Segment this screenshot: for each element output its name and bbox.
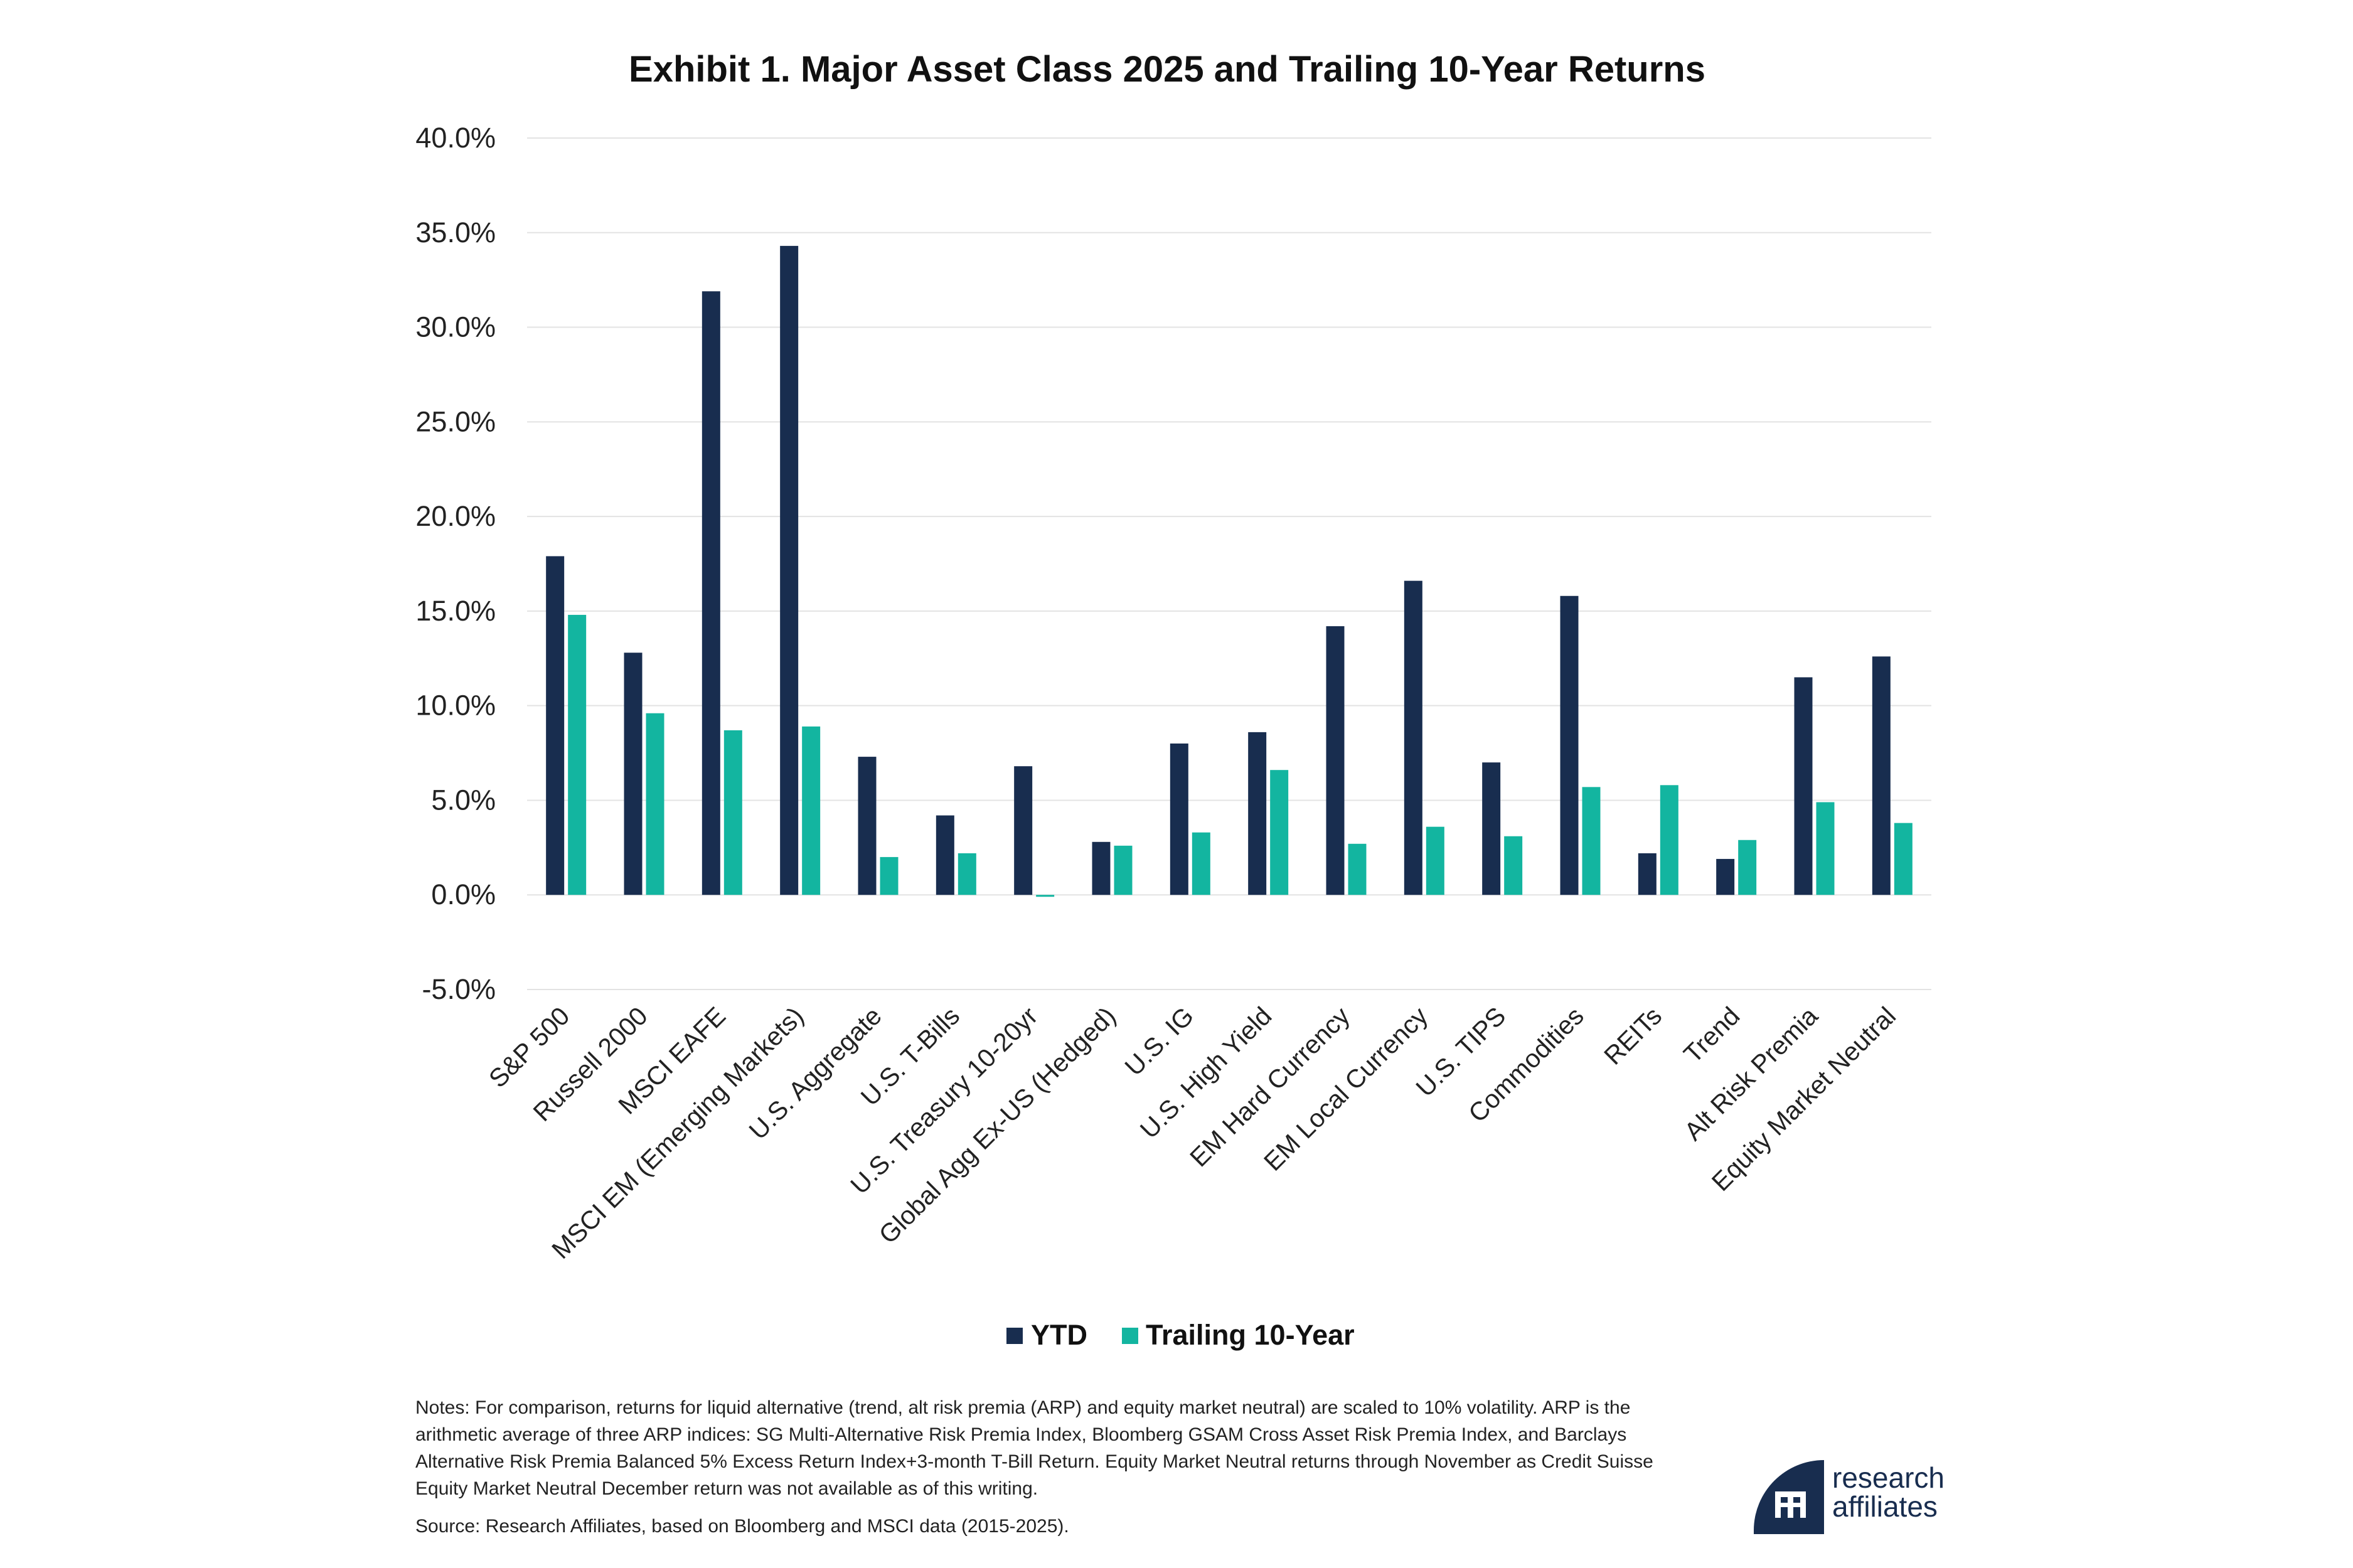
gridlines xyxy=(527,137,1931,990)
y-tick-label: 10.0% xyxy=(415,690,496,722)
x-category-label: Alt Risk Premia xyxy=(1678,1001,1823,1146)
bar-ytd xyxy=(1326,626,1345,895)
x-category-label: Trend xyxy=(1678,1001,1745,1069)
bar-ytd xyxy=(1170,743,1188,895)
bar-ytd xyxy=(858,757,877,895)
bar-ytd xyxy=(1716,858,1735,895)
bar-trailing-10yr xyxy=(723,730,742,895)
x-category-label: REITs xyxy=(1598,1001,1667,1070)
bar-trailing-10yr xyxy=(1192,832,1210,895)
bar-trailing-10yr xyxy=(880,856,899,895)
source-text: Source: Research Affiliates, based on Bl… xyxy=(415,1516,1069,1537)
bar-ytd xyxy=(1014,766,1033,895)
y-tick-label: 35.0% xyxy=(415,216,496,248)
bar-ytd xyxy=(936,815,954,895)
ra-monogram-icon xyxy=(1754,1460,1824,1534)
bar-ytd xyxy=(1248,732,1267,895)
bar-trailing-10yr xyxy=(1426,826,1444,895)
bar-trailing-10yr xyxy=(1738,840,1757,895)
bar-trailing-10yr xyxy=(1582,787,1601,895)
y-tick-label: 5.0% xyxy=(431,784,496,816)
y-axis-ticks: 40.0% 35.0% 30.0% 25.0% 20.0% 15.0% 10.0% 5.0% 0… xyxy=(415,122,496,1005)
bar-trailing-10yr xyxy=(1660,785,1678,895)
bar-ytd xyxy=(1872,656,1891,895)
bar-ytd xyxy=(780,245,799,895)
bars xyxy=(546,245,1913,897)
y-tick-label: 25.0% xyxy=(415,405,496,437)
bar-trailing-10yr xyxy=(646,713,664,895)
bar-trailing-10yr xyxy=(1348,843,1367,895)
chart-title: Exhibit 1. Major Asset Class 2025 and Tr… xyxy=(629,49,1705,90)
bar-ytd xyxy=(702,291,720,895)
bar-ytd xyxy=(546,556,565,895)
y-tick-label: -5.0% xyxy=(422,973,496,1005)
research-affiliates-logo: research affiliates xyxy=(1754,1460,1955,1542)
bar-ytd xyxy=(1404,580,1422,895)
bar-trailing-10yr xyxy=(1894,823,1913,895)
bar-trailing-10yr xyxy=(958,853,976,895)
x-category-label: U.S. IG xyxy=(1119,1001,1200,1082)
legend-swatch-ytd xyxy=(1006,1328,1023,1344)
legend-swatch-trailing xyxy=(1122,1328,1138,1344)
bar-trailing-10yr xyxy=(1270,770,1289,895)
x-category-label: U.S. Aggregate xyxy=(744,1001,887,1145)
bar-ytd xyxy=(1482,762,1501,895)
bar-trailing-10yr xyxy=(802,726,821,895)
bar-trailing-10yr xyxy=(1504,836,1523,895)
bar-trailing-10yr xyxy=(568,614,587,895)
bar-ytd xyxy=(1638,853,1657,895)
notes-text: Notes: For comparison, returns for liqui… xyxy=(415,1397,1653,1499)
x-category-label: U.S. High Yield xyxy=(1134,1001,1278,1144)
bar-ytd xyxy=(1794,677,1813,895)
bar-trailing-10yr xyxy=(1816,802,1835,895)
logo-wordmark-research: research xyxy=(1832,1461,1945,1494)
bar-ytd xyxy=(1092,841,1111,895)
bar-trailing-10yr xyxy=(1114,845,1133,895)
logo-wordmark-affiliates: affiliates xyxy=(1832,1490,1938,1523)
bar-ytd xyxy=(1560,595,1579,895)
y-tick-label: 0.0% xyxy=(431,878,496,910)
y-tick-label: 40.0% xyxy=(415,122,496,154)
bar-trailing-10yr xyxy=(1036,895,1055,897)
y-tick-label: 20.0% xyxy=(415,500,496,532)
bar-ytd xyxy=(624,653,643,895)
legend: YTD Trailing 10-Year xyxy=(1006,1319,1355,1351)
y-tick-label: 30.0% xyxy=(415,311,496,343)
legend-label-ytd: YTD xyxy=(1031,1319,1087,1351)
y-tick-label: 15.0% xyxy=(415,595,496,627)
legend-label-trailing: Trailing 10-Year xyxy=(1146,1319,1355,1351)
